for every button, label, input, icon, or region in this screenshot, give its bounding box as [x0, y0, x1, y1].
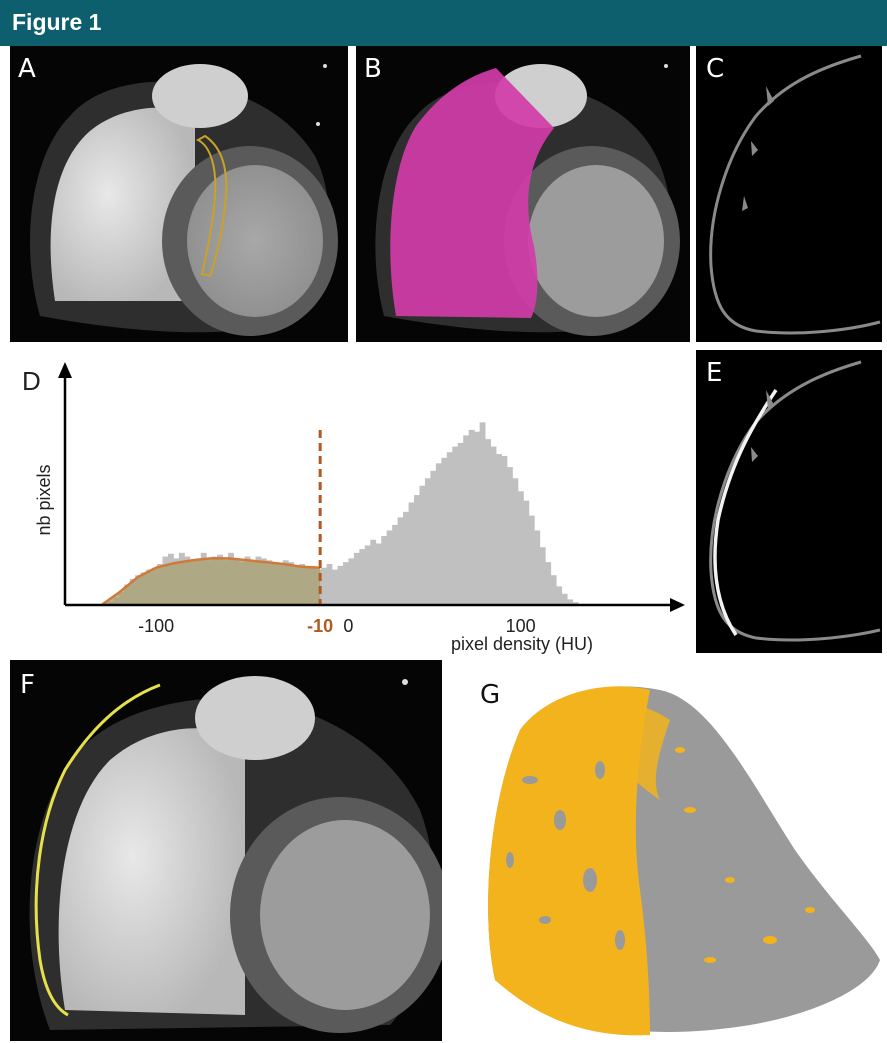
histogram-bar — [561, 593, 568, 605]
histogram-bar — [348, 558, 355, 605]
histogram-bar — [424, 478, 431, 605]
histogram-bar — [501, 455, 508, 605]
panel-c-contour: C — [696, 46, 882, 342]
x-tick-label: 100 — [506, 616, 536, 636]
histogram-bar — [523, 500, 530, 605]
histogram-bar — [364, 545, 371, 605]
y-axis-arrow — [58, 362, 72, 378]
panel-label-b: B — [364, 54, 382, 84]
histogram-bar — [386, 530, 393, 605]
histogram-bar — [485, 439, 491, 605]
histogram-bar — [381, 536, 388, 605]
histogram-bar — [468, 429, 475, 605]
histogram-bar — [572, 602, 579, 605]
panel-label-g: G — [480, 680, 501, 710]
histogram-bar — [463, 435, 470, 605]
fat-area-fill — [101, 558, 321, 605]
histogram-chart: D nb pixels pixel density (HU) -100 0 100 … — [22, 362, 685, 654]
histogram-bar — [353, 552, 360, 605]
panel-f-ct-overlay: F — [10, 660, 442, 1041]
panel-e-contour: E — [696, 350, 882, 653]
ct-image-b — [356, 46, 690, 342]
histogram-bar — [408, 502, 415, 605]
histogram-bar — [506, 467, 513, 605]
y-axis-label: nb pixels — [34, 464, 54, 535]
histogram-bar — [392, 524, 399, 605]
histogram-bar — [403, 511, 409, 605]
histogram-bar — [321, 567, 327, 605]
histogram-bar — [528, 515, 535, 605]
panel-label-d: D — [22, 366, 41, 396]
histogram-bar — [441, 457, 448, 605]
histogram-bar — [567, 599, 573, 605]
histogram-bar — [534, 530, 541, 605]
histogram-bar — [479, 422, 486, 605]
histogram-bar — [337, 565, 344, 605]
x-axis-label: pixel density (HU) — [451, 634, 593, 654]
figure-title: Figure 1 — [12, 9, 102, 35]
histogram-bar — [490, 446, 497, 605]
histogram-bar — [446, 452, 453, 605]
histogram-bar — [550, 575, 557, 605]
panel-a-ct-slice: A — [10, 46, 348, 342]
histogram-bar — [556, 586, 563, 605]
histogram-bar — [545, 562, 552, 605]
histogram-bar — [397, 517, 404, 605]
histogram-bar — [375, 543, 382, 605]
fat-density-curve — [100, 557, 321, 607]
panel-d-histogram: D nb pixels pixel density (HU) -100 0 100 … — [10, 350, 690, 655]
threshold-label: -10 — [307, 616, 333, 636]
panel-g-3d-render: G — [450, 660, 887, 1041]
x-axis-arrow — [670, 598, 685, 612]
histogram-bar — [435, 463, 442, 605]
panel-label-a: A — [18, 54, 36, 84]
panel-label-c: C — [706, 54, 725, 84]
contour-image-c — [696, 46, 882, 342]
histogram-bar — [419, 485, 426, 605]
panel-label-f: F — [20, 670, 35, 700]
ct-image-f — [10, 660, 442, 1041]
histogram-bar — [496, 454, 502, 605]
histogram-bar — [359, 549, 366, 605]
histogram-bar — [326, 564, 333, 605]
histogram-bar — [370, 539, 377, 605]
figure-header: Figure 1 — [0, 0, 887, 46]
histogram-bar — [414, 495, 420, 605]
ct-image-a — [10, 46, 348, 342]
panel-label-e: E — [706, 358, 723, 388]
surface-render-g — [450, 660, 887, 1041]
panel-b-segmentation: B — [356, 46, 690, 342]
histogram-bar — [430, 470, 437, 605]
histogram-bar — [517, 491, 524, 605]
histogram-bar — [342, 562, 349, 605]
contour-image-e — [696, 350, 882, 653]
x-tick-label: -100 — [138, 616, 174, 636]
histogram-bar — [452, 446, 459, 605]
x-tick-labels: -100 0 100 — [138, 616, 536, 636]
histogram-bar — [474, 431, 481, 605]
x-tick-label: 0 — [343, 616, 353, 636]
histogram-bar — [539, 547, 546, 605]
histogram-bar — [457, 442, 464, 605]
histogram-bar — [332, 569, 338, 605]
histogram-bar — [512, 478, 519, 605]
